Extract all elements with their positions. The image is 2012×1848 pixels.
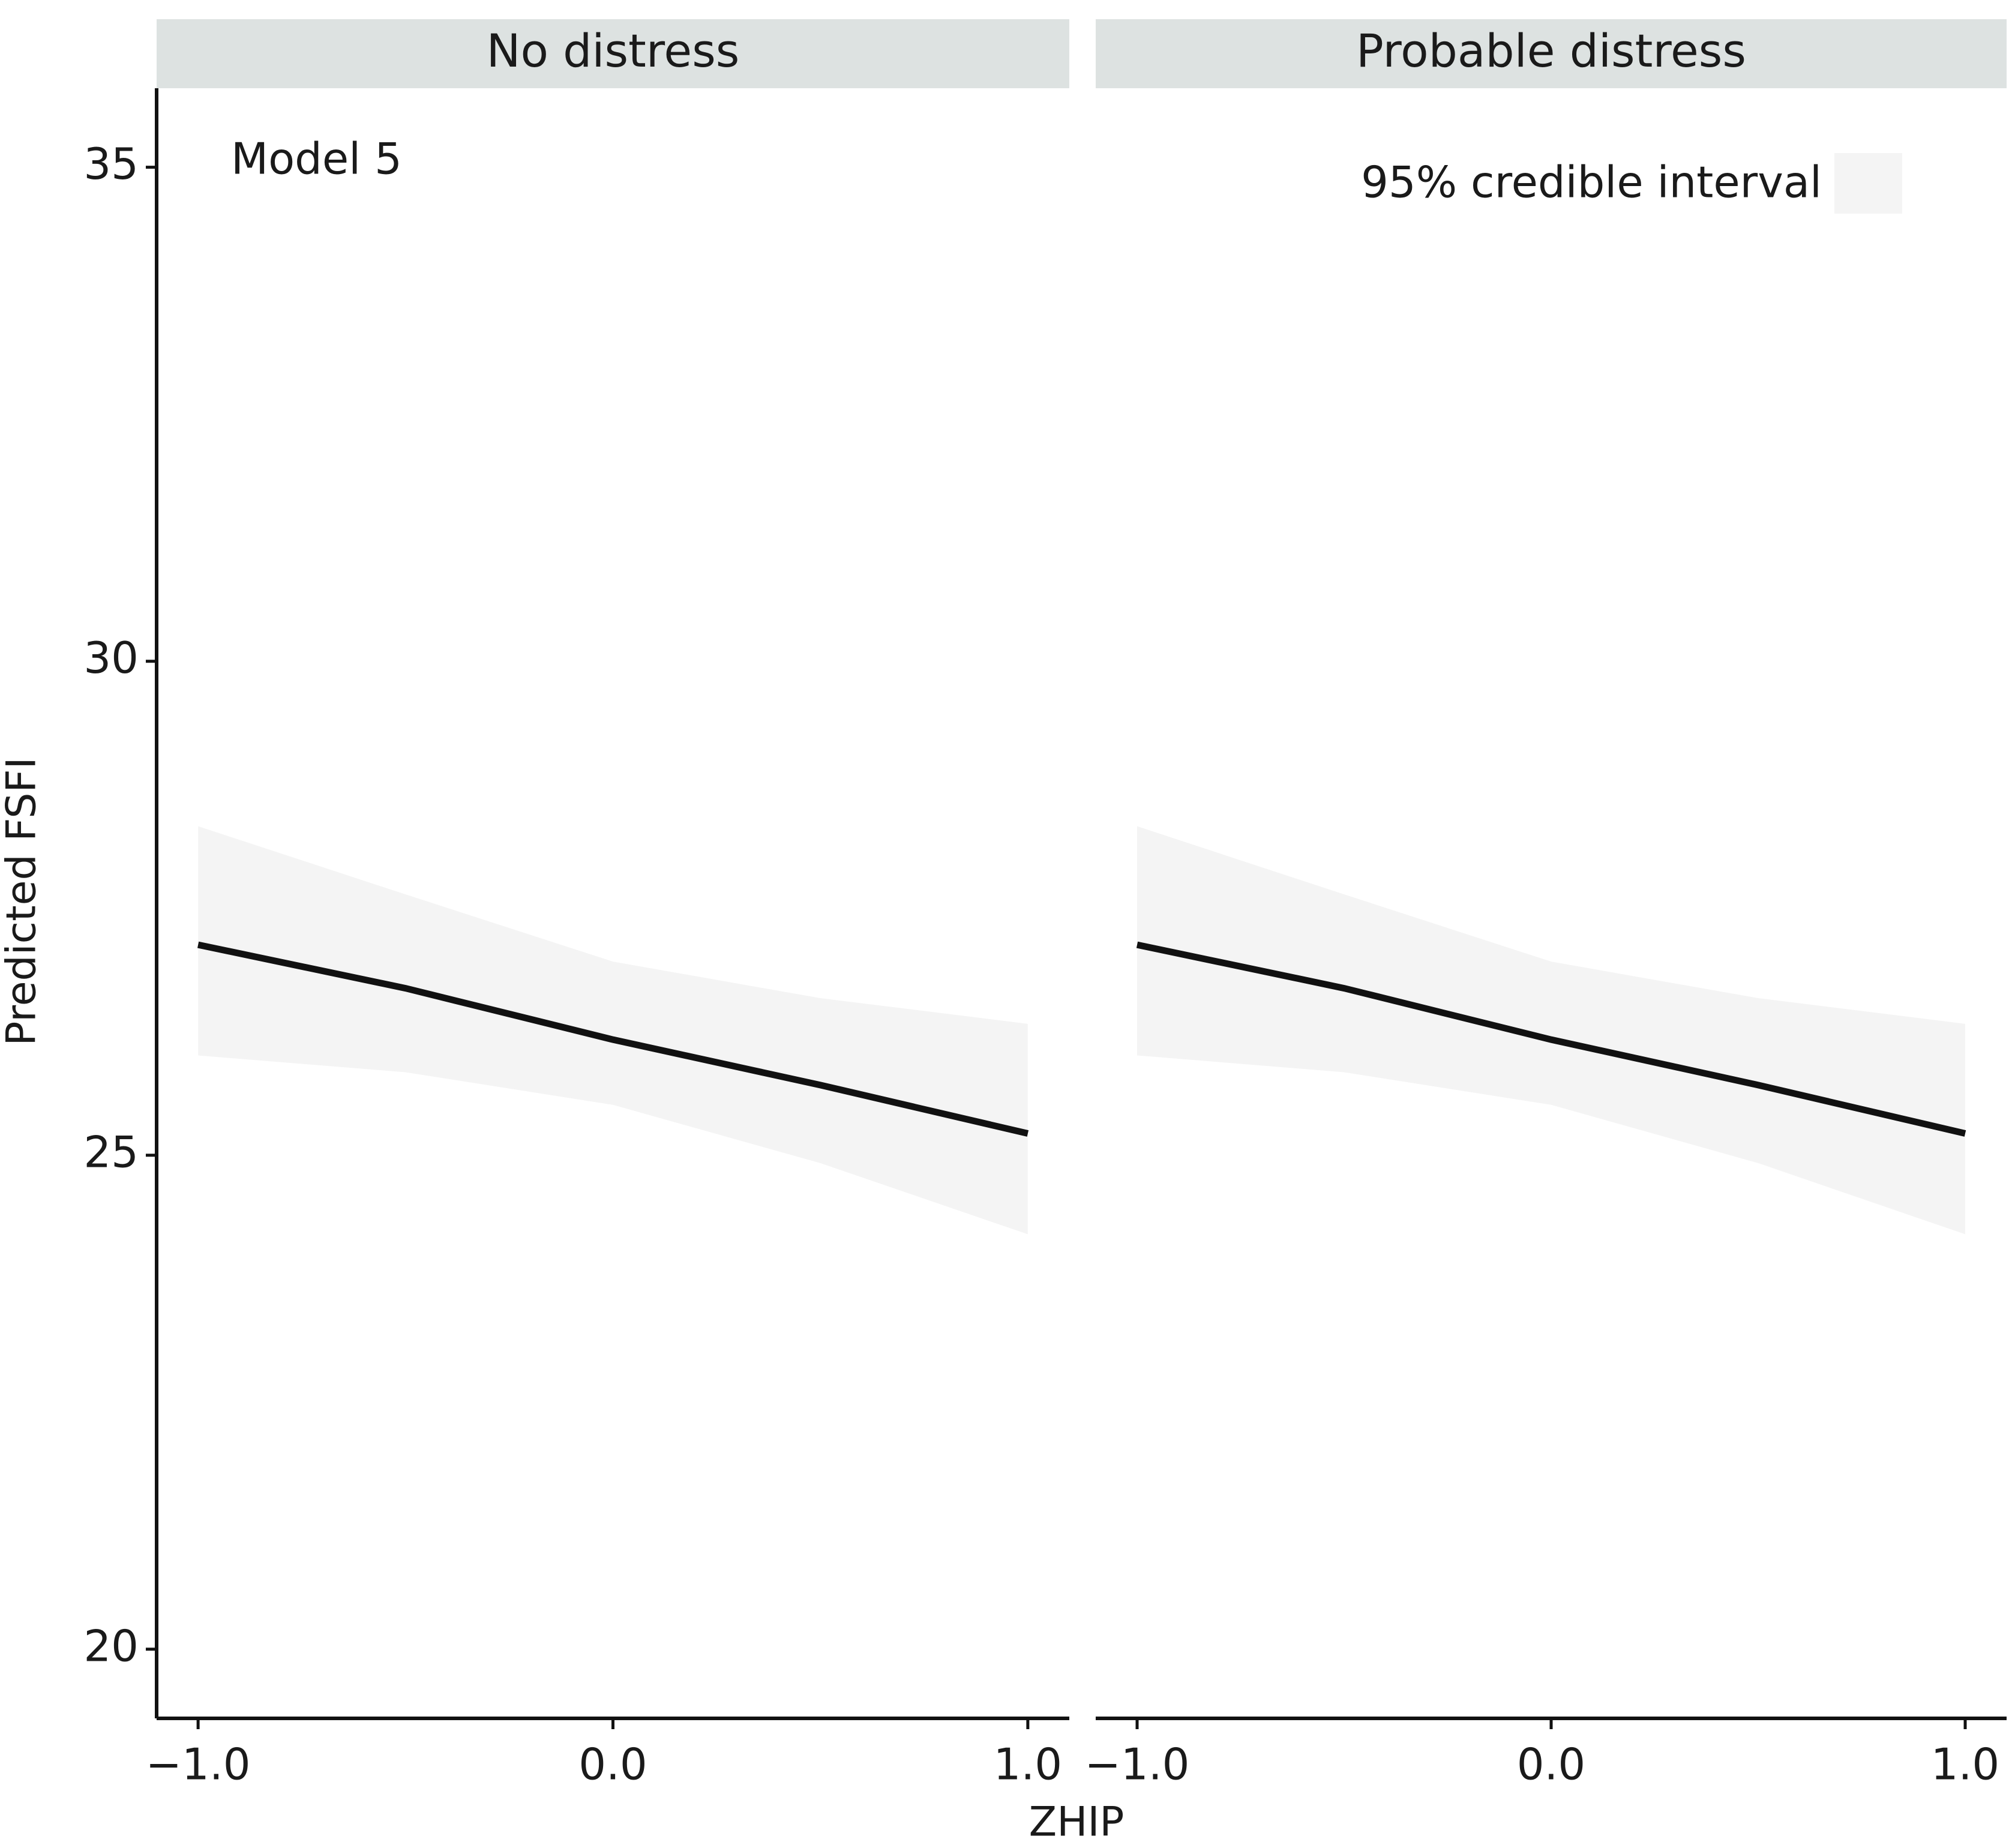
x-axis-title: ZHIP [1029, 1799, 1125, 1846]
strip [1096, 19, 2007, 88]
legend-label: 95% credible interval [1361, 157, 1822, 208]
y-tick-label: 25 [83, 1127, 139, 1177]
y-axis-title: Predicted FSFI [0, 757, 46, 1046]
y-tick-label: 20 [83, 1621, 139, 1671]
credible-band [1137, 826, 1965, 1235]
line [197, 941, 1029, 1137]
annotation: Model 5 [231, 134, 402, 184]
x-tick-label: −1.0 [1085, 1739, 1190, 1790]
x-tick-label: 0.0 [1517, 1739, 1586, 1790]
strip [157, 19, 1069, 88]
line [1136, 941, 1966, 1137]
x-tick-label: 0.0 [578, 1739, 647, 1790]
legend-key [1834, 153, 1902, 214]
credible-band [198, 826, 1028, 1235]
x-tick-label: 1.0 [1931, 1739, 2000, 1790]
strip-label: Probable distress [1356, 24, 1746, 77]
y-tick-label: 30 [83, 633, 139, 683]
strip-label: No distress [487, 24, 740, 77]
y-tick-label: 35 [83, 139, 139, 189]
x-tick-label: 1.0 [994, 1739, 1063, 1790]
x-tick-label: −1.0 [146, 1739, 251, 1790]
